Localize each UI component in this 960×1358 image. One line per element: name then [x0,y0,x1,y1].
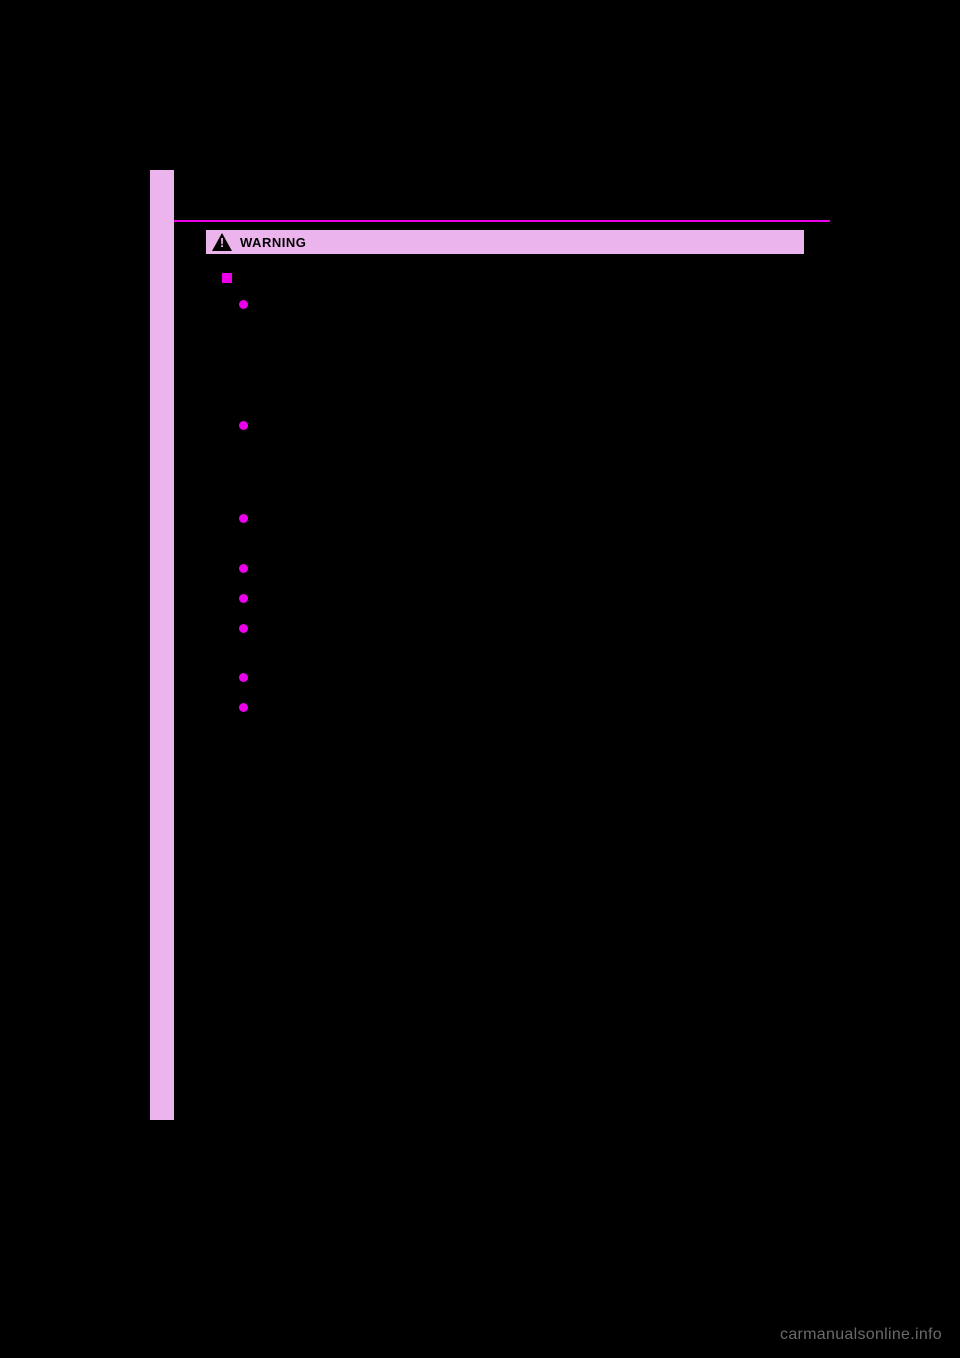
section-path: 1-1. For safe use [234,188,329,202]
dot-bullet-icon [239,564,248,573]
warning-section-title: SRS airbag precautions [239,269,383,289]
bullet-item: Do not strike or apply significant level… [222,668,788,692]
watermark: carmanualsonline.info [780,1326,942,1344]
bullet-text: Do not attach anything to or lean anythi… [257,416,788,503]
side-tab [150,170,174,1120]
dot-bullet-icon [239,421,248,430]
warning-label: WARNING [240,235,306,250]
bullet-text: Do not hang coat hangers or hard objects… [257,559,788,583]
bullet-item: Do not use seat accessories which cover … [222,619,788,663]
header-rule [174,220,830,222]
dot-bullet-icon [239,703,248,712]
bullet-item: Do not touch any of the component parts … [222,698,788,742]
dot-bullet-icon [239,673,248,682]
dot-bullet-icon [239,594,248,603]
warning-box: WARNING SRS airbag precautions Do not le… [205,229,805,767]
manual-page: 40 1-1. For safe use WARNING SRS airbag … [150,170,830,1120]
bullet-item: If a vinyl cover is put on the area wher… [222,589,788,613]
bullet-text: Do not touch any of the component parts … [257,698,788,742]
bullet-item: Do not lean against the door, the roof s… [222,295,788,410]
page-number: 40 [184,184,204,205]
bullet-item: Vehicles with SRS side and curtain shiel… [222,509,788,553]
bullet-text: Do not use seat accessories which cover … [257,619,788,663]
warning-body: SRS airbag precautions Do not lean again… [205,255,805,767]
dot-bullet-icon [239,514,248,523]
bullet-item: Do not hang coat hangers or hard objects… [222,559,788,583]
warning-section-head: SRS airbag precautions [222,269,788,289]
square-bullet-icon [222,273,232,283]
dot-bullet-icon [239,300,248,309]
bullet-text: If a vinyl cover is put on the area wher… [257,589,788,613]
warning-triangle-icon [212,233,232,251]
bullet-text: Vehicles with SRS side and curtain shiel… [257,509,788,553]
dot-bullet-icon [239,624,248,633]
bullet-item: Do not attach anything to or lean anythi… [222,416,788,503]
warning-header: WARNING [205,229,805,255]
bullet-text: Do not lean against the door, the roof s… [257,295,788,410]
bullet-text: Do not strike or apply significant level… [257,668,788,692]
